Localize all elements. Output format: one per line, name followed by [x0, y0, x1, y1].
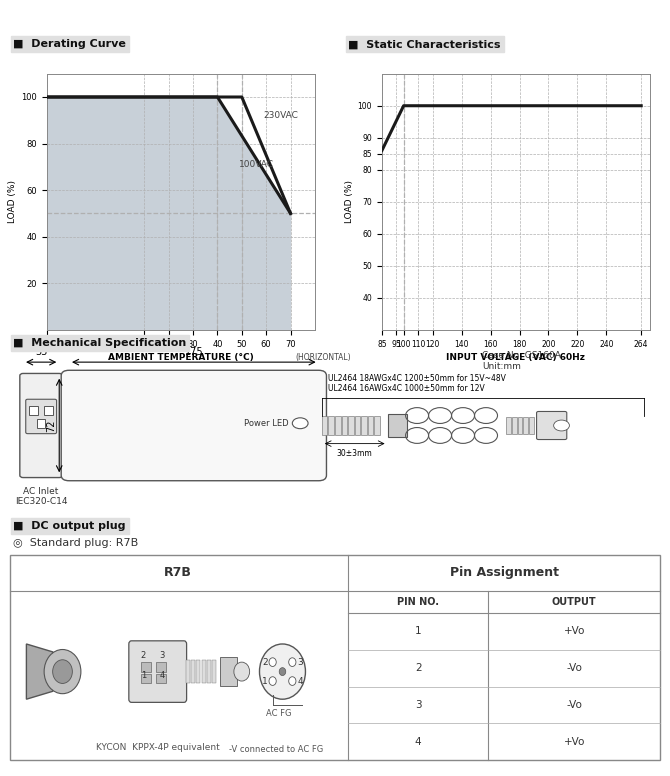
Circle shape [279, 667, 285, 676]
Circle shape [234, 662, 250, 681]
Text: -V connected to AC FG: -V connected to AC FG [228, 745, 323, 754]
Text: -Vo: -Vo [566, 700, 582, 710]
Text: 2: 2 [262, 657, 267, 667]
Text: 1: 1 [262, 677, 267, 685]
Polygon shape [47, 97, 291, 330]
Bar [322, 417, 328, 435]
Circle shape [269, 658, 276, 667]
Bar [387, 414, 407, 437]
Y-axis label: LOAD (%): LOAD (%) [8, 180, 17, 223]
Text: 2: 2 [415, 663, 421, 673]
Text: 4: 4 [297, 677, 303, 685]
Bar [141, 674, 151, 684]
Bar [354, 417, 360, 435]
Bar [155, 662, 165, 671]
Bar [29, 406, 38, 415]
Text: +Vo: +Vo [563, 626, 585, 636]
Bar [517, 417, 523, 434]
Text: Pin Assignment: Pin Assignment [450, 566, 559, 579]
Bar [506, 417, 511, 434]
Circle shape [553, 420, 570, 431]
Text: ■  Static Characteristics: ■ Static Characteristics [348, 40, 501, 49]
Text: ◎  Standard plug: R7B: ◎ Standard plug: R7B [13, 539, 139, 549]
Circle shape [269, 677, 276, 685]
Text: AC Inlet
IEC320-C14: AC Inlet IEC320-C14 [15, 487, 68, 506]
Bar [37, 419, 46, 428]
Text: ■  DC output plug: ■ DC output plug [13, 521, 126, 531]
X-axis label: AMBIENT TEMPERATURE (°C): AMBIENT TEMPERATURE (°C) [108, 352, 254, 362]
Text: -Vo: -Vo [566, 663, 582, 673]
Bar [212, 660, 216, 684]
Bar [529, 417, 534, 434]
Text: ■  Mechanical Specification: ■ Mechanical Specification [13, 338, 187, 348]
Text: 100VAC: 100VAC [239, 160, 275, 169]
FancyBboxPatch shape [537, 411, 567, 439]
Text: 30±3mm: 30±3mm [337, 449, 373, 458]
FancyBboxPatch shape [20, 373, 62, 477]
Text: 3: 3 [415, 700, 421, 710]
Circle shape [292, 417, 308, 428]
Bar [141, 662, 151, 671]
Text: 2: 2 [141, 651, 146, 660]
Text: R7B: R7B [163, 566, 192, 579]
Bar [512, 417, 517, 434]
FancyBboxPatch shape [129, 641, 187, 702]
Bar [191, 660, 195, 684]
Polygon shape [26, 644, 53, 699]
Text: 3: 3 [159, 651, 165, 660]
Text: 35: 35 [35, 347, 48, 357]
Bar [44, 406, 53, 415]
Bar [375, 417, 380, 435]
Circle shape [259, 644, 306, 699]
Text: 3: 3 [297, 657, 303, 667]
Text: UL2464 16AWGx4C 1000±50mm for 12V: UL2464 16AWGx4C 1000±50mm for 12V [328, 384, 485, 393]
Y-axis label: LOAD (%): LOAD (%) [344, 180, 354, 223]
Bar [523, 417, 529, 434]
Bar [155, 674, 165, 684]
Bar [368, 417, 373, 435]
Circle shape [289, 677, 296, 685]
Bar [186, 660, 190, 684]
Text: Unit:mm: Unit:mm [482, 362, 521, 372]
Text: PIN NO.: PIN NO. [397, 597, 440, 607]
Circle shape [53, 660, 72, 684]
Bar [348, 417, 354, 435]
Bar [207, 660, 211, 684]
Text: 4: 4 [415, 737, 421, 747]
Bar [10, 556, 660, 760]
Text: 1: 1 [415, 626, 421, 636]
Bar [202, 660, 206, 684]
Text: ■  Derating Curve: ■ Derating Curve [13, 40, 126, 49]
Text: OUTPUT: OUTPUT [552, 597, 596, 607]
Text: KYCON  KPPX-4P equivalent: KYCON KPPX-4P equivalent [96, 743, 220, 753]
Text: (HORIZONTAL): (HORIZONTAL) [295, 353, 351, 362]
Text: 1: 1 [141, 671, 146, 680]
Bar [361, 417, 367, 435]
Bar [328, 417, 334, 435]
Text: 230VAC: 230VAC [264, 111, 299, 120]
Text: 4: 4 [159, 671, 165, 680]
FancyBboxPatch shape [61, 370, 326, 480]
Text: Power LED: Power LED [245, 419, 289, 428]
FancyBboxPatch shape [25, 400, 56, 434]
Bar [196, 660, 200, 684]
Text: +Vo: +Vo [563, 737, 585, 747]
Circle shape [289, 658, 296, 667]
Bar [220, 657, 237, 686]
Text: Case No. GS160A: Case No. GS160A [482, 351, 561, 360]
Bar [342, 417, 347, 435]
Text: 175: 175 [184, 347, 203, 357]
Text: UL2464 18AWGx4C 1200±50mm for 15V~48V: UL2464 18AWGx4C 1200±50mm for 15V~48V [328, 373, 507, 383]
Bar [335, 417, 340, 435]
Text: 72: 72 [46, 419, 56, 431]
Circle shape [44, 650, 81, 694]
Text: AC FG: AC FG [267, 709, 292, 719]
X-axis label: INPUT VOLTAGE (VAC) 60Hz: INPUT VOLTAGE (VAC) 60Hz [446, 352, 586, 362]
